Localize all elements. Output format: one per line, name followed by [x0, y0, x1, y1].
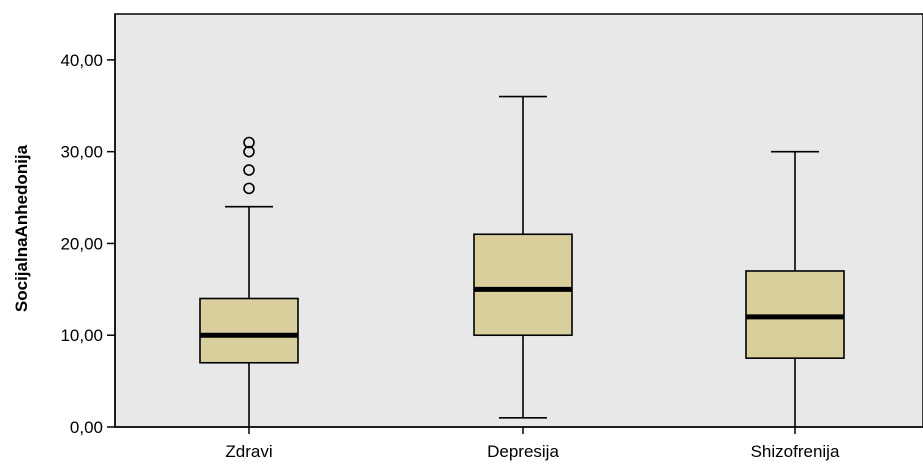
boxes-group — [199, 95, 845, 427]
box-zdravi — [199, 136, 299, 427]
iqr-box — [199, 297, 299, 364]
x-axis: Zdravi Depresija Shizofrenija — [115, 426, 923, 461]
x-category-label: Shizofrenija — [751, 442, 840, 461]
y-tick-label: 0,00 — [70, 418, 103, 437]
outlier-point — [243, 182, 255, 195]
y-tick-label: 20,00 — [60, 234, 103, 253]
y-tick-label: 10,00 — [60, 326, 103, 345]
iqr-box — [473, 233, 573, 337]
plot-area — [114, 13, 923, 428]
outlier-point — [243, 145, 255, 158]
box-depresija — [473, 95, 573, 419]
y-axis-title: SocijalnaAnhedonija — [12, 144, 31, 312]
box-shizofrenija — [745, 150, 845, 427]
y-tick-label: 30,00 — [60, 143, 103, 162]
x-category-label: Zdravi — [225, 442, 272, 461]
outlier-point — [243, 164, 255, 176]
y-axis: 0,00 10,00 20,00 30,00 40,00 — [60, 14, 116, 437]
outlier-point — [243, 136, 255, 149]
x-category-label: Depresija — [487, 442, 559, 461]
y-tick-label: 40,00 — [60, 51, 103, 70]
